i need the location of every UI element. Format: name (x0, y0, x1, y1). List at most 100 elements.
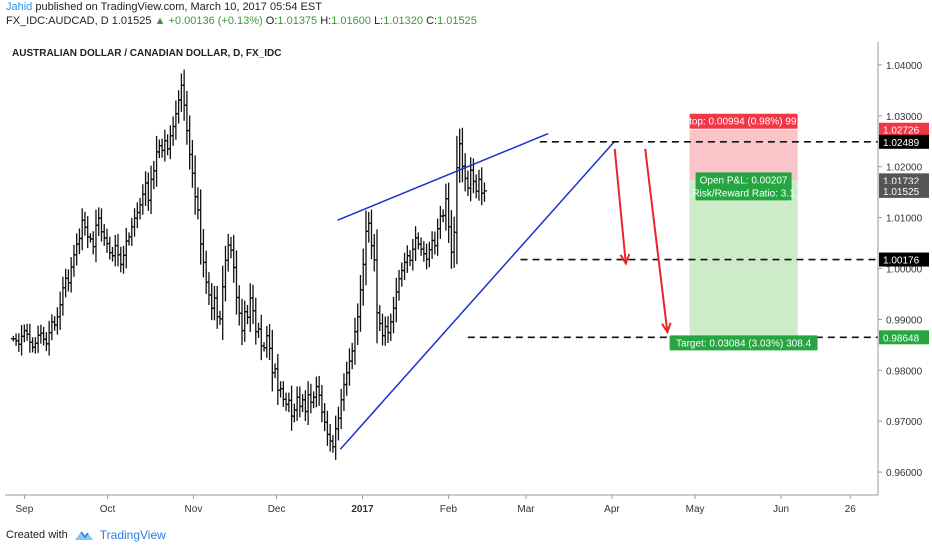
ohlc-bar (385, 316, 391, 343)
ohlc-bar (308, 383, 314, 414)
ohlc-bar (258, 314, 264, 361)
price-tag-label: 1.01732 (883, 176, 920, 187)
ohlc-bar (68, 257, 74, 293)
ohlc-bar (13, 333, 19, 347)
ohlc-bar (110, 246, 116, 262)
pnl-label-box (695, 172, 792, 201)
ohlc-bar (192, 155, 198, 215)
ohlc-bar (35, 325, 41, 353)
stop-zone (689, 129, 798, 181)
ohlc-bar (435, 218, 441, 256)
tradingview-brand[interactable]: TradingView (99, 528, 166, 542)
ohlc-bar (278, 381, 284, 398)
stop-label-text: Stop: 0.00994 (0.98%) 99.4 (682, 117, 805, 128)
ohlc-bar (222, 245, 228, 302)
ohlc-bar (19, 324, 25, 356)
chart-title: AUSTRALIAN DOLLAR / CANADIAN DOLLAR, D, … (12, 48, 281, 59)
ohlc-bar (313, 376, 319, 408)
price-tag-label: 1.01525 (883, 187, 920, 198)
ohlc-bar (407, 250, 413, 266)
ohlc-bar (118, 246, 124, 273)
ohlc-bar (98, 208, 104, 242)
ohlc-bar (101, 223, 107, 246)
ohlc-bar (322, 403, 328, 432)
ohlc-bar (457, 128, 463, 183)
ohlc-bar (454, 135, 460, 265)
price-tick-label: 1.03000 (886, 112, 923, 123)
high-label: H: (320, 15, 332, 27)
ohlc-bar (468, 157, 474, 202)
tradingview-logo-icon (74, 531, 93, 540)
author-link[interactable]: Jahid (6, 1, 33, 13)
ohlc-bar (476, 169, 482, 201)
ohlc-bar (269, 329, 275, 392)
ohlc-bar (396, 269, 402, 301)
price-tag-box (879, 252, 929, 267)
high-value: 1.01600 (331, 15, 371, 27)
ohlc-bar (217, 310, 223, 325)
ohlc-bar (481, 182, 487, 202)
ohlc-bar (96, 207, 102, 237)
ohlc-bar (198, 189, 204, 265)
ohlc-bar (250, 284, 256, 325)
price-tick-label: 0.97000 (886, 417, 923, 428)
symbol-label: FX_IDC:AUDCAD, D (6, 15, 109, 27)
time-tick-label: 2017 (351, 504, 374, 515)
symbol-line: FX_IDC:AUDCAD, D 1.01525 ▲ +0.00136 (+0.… (6, 15, 477, 27)
price-tick-label: 1.04000 (886, 61, 923, 72)
risk-reward-text: Risk/Reward Ratio: 3.1 (692, 188, 795, 199)
ohlc-bar (421, 241, 427, 262)
time-tick-label: Oct (100, 504, 116, 515)
ohlc-bar (187, 115, 193, 170)
close-value: 1.01525 (437, 15, 477, 27)
price-tag: 1.00176 (879, 252, 929, 267)
ohlc-bar (63, 268, 69, 298)
ohlc-bar (324, 410, 330, 446)
target-zone (689, 180, 798, 338)
ohlc-bar (206, 272, 212, 306)
ohlc-bar (52, 316, 58, 331)
ohlc-bar (391, 296, 397, 334)
ohlc-bar (344, 361, 350, 396)
ohlc-bar (165, 134, 171, 156)
ohlc-bar (289, 385, 295, 431)
ohlc-bar (137, 197, 143, 220)
ohlc-bar (319, 384, 325, 423)
ohlc-bar (357, 274, 363, 332)
pnl-label: Open P&L: 0.00207 Risk/Reward Ratio: 3.1 (692, 172, 795, 201)
price-tag: 1.02726 (879, 122, 929, 137)
ohlc-bar (286, 392, 292, 413)
target-label-text: Target: 0.03084 (3.03%) 308.4 (676, 338, 812, 349)
price-tag-box (879, 330, 929, 345)
down-arrow-line[interactable] (613, 148, 627, 264)
ohlc-bar (465, 170, 471, 196)
ohlc-bar (46, 320, 52, 356)
ohlc-bar (338, 388, 344, 430)
open-label: O: (265, 15, 278, 27)
ohlc-bar (151, 160, 157, 190)
down-arrow-line[interactable] (644, 148, 669, 333)
ohlc-bar (134, 202, 140, 229)
ohlc-bar (253, 297, 259, 345)
price-tick-label: 1.00000 (886, 265, 923, 276)
up-arrow-icon: ▲ (154, 15, 166, 27)
ohlc-bar (148, 165, 154, 215)
ohlc-bar (200, 229, 206, 278)
ohlc-bar (426, 241, 432, 268)
ohlc-bar (54, 307, 60, 335)
ohlc-bar (162, 129, 168, 162)
ohlc-bar (355, 303, 361, 346)
price-tag: 0.98648 (879, 330, 929, 345)
ohlc-bar (115, 233, 121, 267)
wedge-lower-line[interactable] (339, 140, 616, 450)
ohlc-bar (267, 324, 273, 361)
ohlc-bar (154, 135, 160, 187)
ohlc-bar (473, 174, 479, 199)
ohlc-bar (82, 211, 88, 236)
ohlc-bar (368, 209, 374, 260)
wedge-upper-line[interactable] (337, 132, 549, 221)
ohlc-bar (85, 216, 91, 249)
price-tag-box (879, 134, 929, 149)
